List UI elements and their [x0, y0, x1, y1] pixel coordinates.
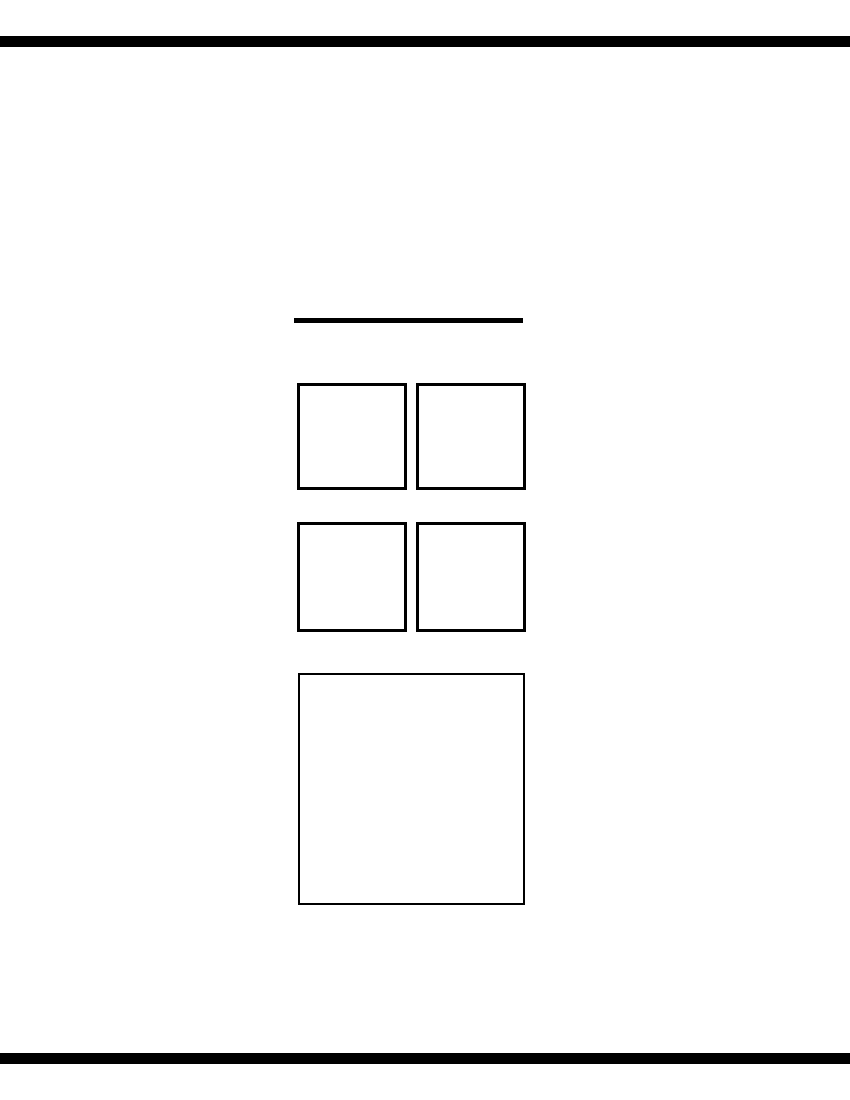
waveform-traces-plot	[293, 165, 528, 320]
particle-motion-plot-1	[300, 525, 404, 629]
windowed-waveform-plot-2	[419, 386, 523, 487]
windowed-waveform-plot-1	[300, 386, 404, 487]
time-axis	[294, 318, 523, 323]
windowed-waveform-box-1	[297, 383, 407, 490]
grid-frame	[298, 673, 525, 905]
particle-motion-box-2	[416, 522, 526, 632]
page-border-top	[0, 36, 850, 47]
page-border-bottom	[0, 1053, 850, 1064]
windowed-waveform-box-2	[416, 383, 526, 490]
splitting-grid-plot	[300, 675, 523, 903]
particle-motion-plot-2	[419, 525, 523, 629]
particle-motion-box-1	[297, 522, 407, 632]
